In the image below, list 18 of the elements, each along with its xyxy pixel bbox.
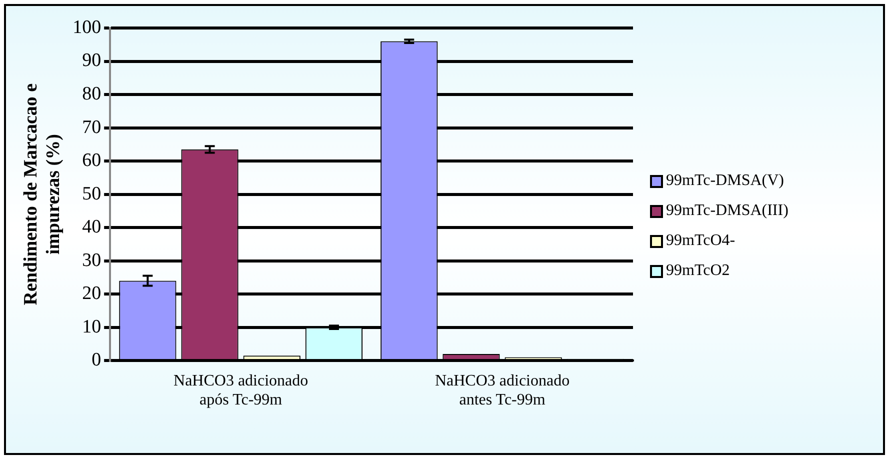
y-tick-label: 10 [82, 316, 102, 338]
y-tick-label: 80 [82, 84, 102, 105]
y-tick-label: 0 [92, 350, 102, 371]
x-tick-label: NaHCO3 adicionado após Tc-99m [174, 372, 308, 409]
y-tick-label: 100 [72, 16, 102, 38]
text: 99mTc-DMSA(V) [666, 172, 784, 190]
y-tick-label: 50 [82, 183, 102, 204]
y-tick-label: 40 [82, 216, 102, 238]
legend-label: 99mTc-DMSA(III) [666, 202, 788, 220]
y-axis-title: Rendimento de Marcacao e impurezas (%) [20, 83, 64, 306]
y-tick-label: 60 [82, 150, 102, 172]
legend-label: 99mTcO2 [666, 262, 730, 280]
x-tick-label: NaHCO3 adicionado antes Tc-99m [434, 372, 570, 409]
y-tick-label: 30 [82, 250, 102, 271]
y-tick-label: 70 [82, 116, 102, 138]
y-tick-label: 20 [82, 283, 102, 304]
legend-label: 99mTcO4- [666, 232, 736, 250]
y-tick-label: 90 [82, 50, 102, 72]
